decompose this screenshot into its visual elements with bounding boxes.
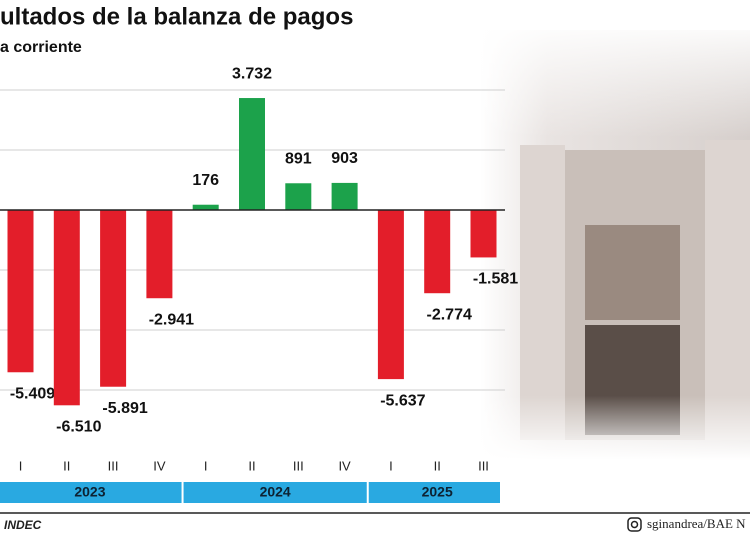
group-label: 2025 bbox=[422, 484, 453, 500]
bar bbox=[424, 210, 451, 294]
value-label: -2.941 bbox=[149, 311, 194, 328]
x-tick-label: III bbox=[108, 458, 119, 473]
group-label: 2023 bbox=[74, 484, 105, 500]
bar bbox=[239, 98, 265, 210]
x-tick-label: I bbox=[389, 458, 393, 473]
value-label: -2.774 bbox=[427, 306, 472, 323]
x-tick-label: III bbox=[478, 458, 489, 473]
credit: sginandrea/BAE N bbox=[647, 516, 746, 531]
chart-title: ultados de la balanza de pagos bbox=[0, 3, 353, 30]
value-label: -5.409 bbox=[10, 385, 55, 402]
bar bbox=[285, 183, 312, 210]
year-band bbox=[183, 482, 367, 503]
group-label: 2024 bbox=[260, 484, 291, 500]
year-band bbox=[0, 482, 182, 503]
x-tick-label: IV bbox=[338, 458, 351, 473]
background-photo bbox=[480, 30, 750, 460]
x-tick-label: I bbox=[19, 458, 23, 473]
value-label: 891 bbox=[285, 150, 312, 167]
value-label: -5.891 bbox=[102, 400, 147, 417]
year-band bbox=[368, 482, 500, 503]
bar bbox=[331, 182, 358, 210]
value-label: -6.510 bbox=[56, 419, 101, 436]
value-label: 903 bbox=[331, 150, 358, 167]
bar bbox=[192, 204, 219, 210]
bar bbox=[470, 210, 497, 258]
instagram-icon bbox=[627, 517, 642, 532]
x-tick-label: II bbox=[248, 458, 255, 473]
plot: I-5.409II-6.510III-5.891IV-2.9412023I176… bbox=[0, 65, 518, 503]
bar bbox=[7, 210, 34, 373]
value-label: 3.732 bbox=[232, 65, 272, 82]
bar bbox=[146, 210, 173, 299]
bar bbox=[377, 210, 404, 380]
bar bbox=[53, 210, 80, 406]
x-tick-label: II bbox=[434, 458, 441, 473]
x-tick-label: I bbox=[204, 458, 208, 473]
x-tick-label: IV bbox=[153, 458, 166, 473]
source: INDEC bbox=[4, 518, 42, 532]
bar bbox=[100, 210, 127, 387]
value-label: 176 bbox=[192, 172, 219, 189]
x-tick-label: III bbox=[293, 458, 304, 473]
chart-subtitle: a corriente bbox=[0, 39, 82, 56]
value-label: -1.581 bbox=[473, 271, 518, 288]
value-label: -5.637 bbox=[380, 392, 425, 409]
x-tick-label: II bbox=[63, 458, 70, 473]
